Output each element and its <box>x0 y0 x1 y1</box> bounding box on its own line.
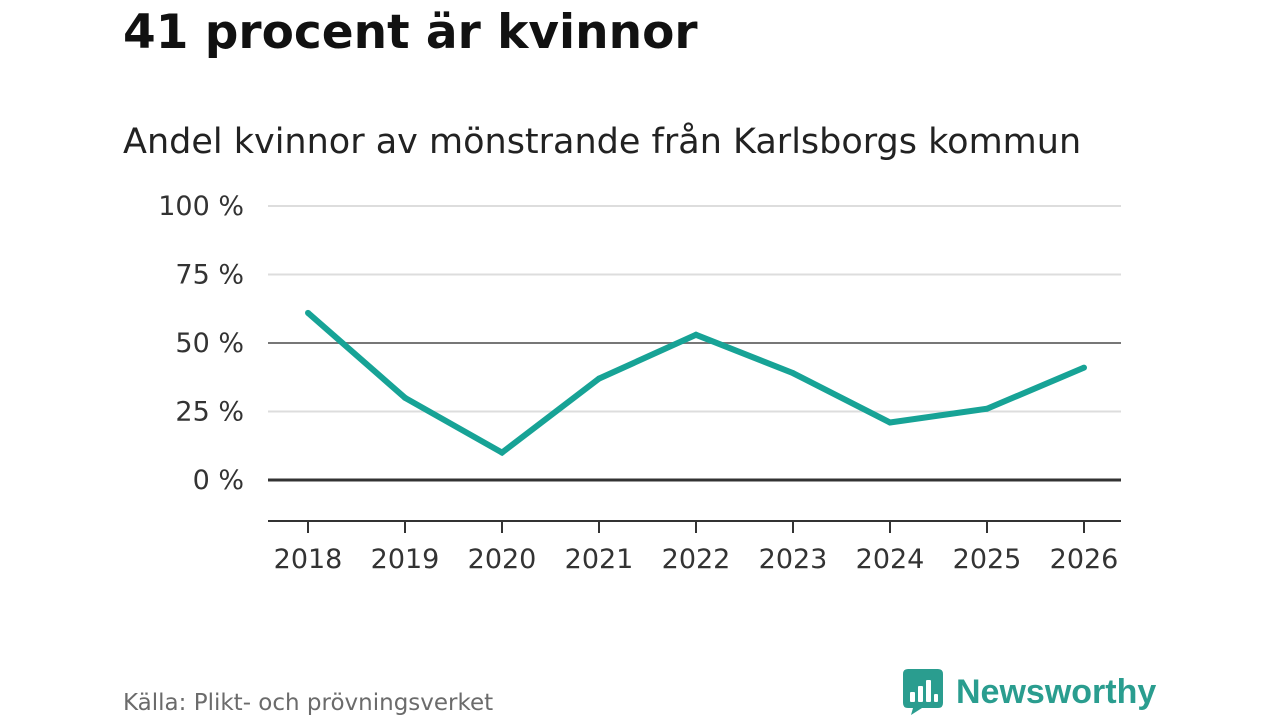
data-point <box>887 419 893 426</box>
y-tick-label: 75 % <box>175 260 244 291</box>
brand-name: Newsworthy <box>956 673 1157 711</box>
y-tick-label: 0 % <box>193 465 244 496</box>
y-tick-label: 50 % <box>175 328 244 359</box>
x-tick-label: 2019 <box>371 544 440 575</box>
bar-chart-speech-bubble-icon <box>903 669 943 715</box>
x-tick-label: 2020 <box>468 544 537 575</box>
chart-subtitle: Andel kvinnor av mönstrande från Karlsbo… <box>123 122 1082 162</box>
data-point <box>1081 364 1087 371</box>
data-series <box>305 309 1087 457</box>
y-tick-label: 25 % <box>175 397 244 428</box>
x-tick-label: 2023 <box>759 544 828 575</box>
x-tick-label: 2021 <box>565 544 634 575</box>
data-point <box>596 375 602 382</box>
data-point <box>499 449 505 456</box>
x-tick-label: 2018 <box>274 544 343 575</box>
brand-logo[interactable]: Newsworthy <box>902 668 1156 716</box>
gridlines <box>268 205 1121 482</box>
source-note: Källa: Plikt- och prövningsverket <box>123 690 494 716</box>
x-tick-label: 2025 <box>953 544 1022 575</box>
x-tick-label: 2024 <box>856 544 925 575</box>
x-axis: 2018 2019 2020 2021 2022 2023 2024 2025 2026 <box>268 520 1121 575</box>
data-point <box>790 370 796 377</box>
x-tick-label: 2022 <box>662 544 731 575</box>
y-tick-label: 100 % <box>158 191 244 222</box>
line-chart: 0 % 25 % 50 % 75 % 100 % 2018 2019 2020 2021 202… <box>158 191 1121 575</box>
data-point <box>402 394 408 401</box>
headline: 41 procent är kvinnor <box>123 5 698 60</box>
y-axis-tick-labels: 0 % 25 % 50 % 75 % 100 % <box>158 191 244 496</box>
data-point <box>984 405 990 412</box>
x-tick-label: 2026 <box>1050 544 1119 575</box>
data-point <box>305 309 311 316</box>
data-point <box>693 331 699 338</box>
